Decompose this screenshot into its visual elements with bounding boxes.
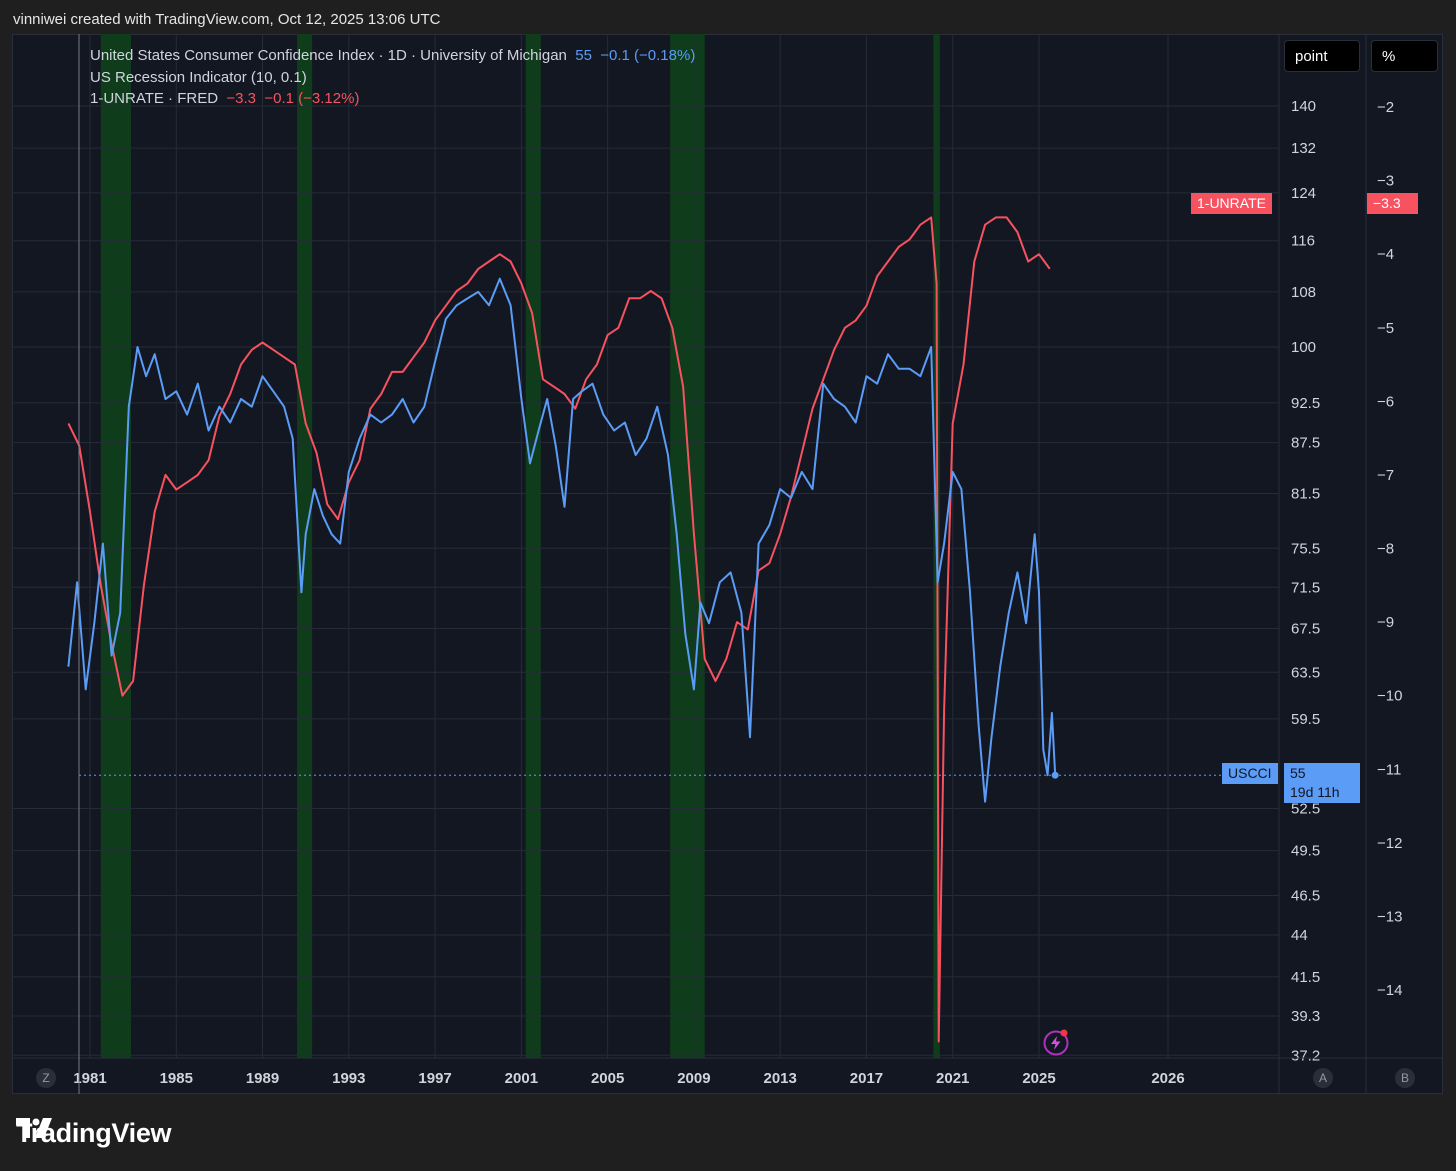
unrate-name-badge: 1-UNRATE	[1191, 193, 1272, 214]
left-axis-tick-13: 59.5	[1291, 711, 1320, 728]
left-axis-tick-2: 124	[1291, 185, 1316, 202]
unrate-value-badge: −3.3	[1367, 193, 1418, 214]
time-axis-tick-12: 2026	[1151, 1070, 1184, 1087]
right-axis-tick-7: −9	[1377, 614, 1394, 631]
legend-uscci-label: United States Consumer Confidence Index …	[90, 47, 567, 64]
legend-unrate-label: 1-UNRATE · FRED	[90, 90, 219, 107]
time-axis-tick-7: 2009	[677, 1070, 710, 1087]
recession-band-3	[670, 34, 705, 1058]
left-axis-tick-0: 140	[1291, 98, 1316, 115]
auto-scale-b-button[interactable]: B	[1395, 1068, 1415, 1088]
tradingview-brand[interactable]: TradingView	[16, 1116, 172, 1150]
right-axis-tick-10: −12	[1377, 835, 1402, 852]
right-scale-unit-button[interactable]: %	[1371, 40, 1438, 72]
right-axis-tick-11: −13	[1377, 908, 1402, 925]
time-axis-tick-2: 1989	[246, 1070, 279, 1087]
right-axis-tick-4: −6	[1377, 393, 1394, 410]
time-axis-tick-0: 1981	[73, 1070, 106, 1087]
recession-band-0	[100, 34, 131, 1058]
left-axis-tick-15: 49.5	[1291, 843, 1320, 860]
legend-uscci-change: −0.1 (−0.18%)	[600, 47, 696, 64]
right-axis-tick-6: −8	[1377, 541, 1394, 558]
right-axis-tick-5: −7	[1377, 467, 1394, 484]
time-axis-tick-4: 1997	[418, 1070, 451, 1087]
left-axis-tick-5: 100	[1291, 339, 1316, 356]
right-axis-tick-12: −14	[1377, 982, 1402, 999]
time-axis-tick-9: 2017	[850, 1070, 883, 1087]
time-axis-tick-5: 2001	[505, 1070, 538, 1087]
right-axis-tick-3: −5	[1377, 320, 1394, 337]
left-scale-unit-button[interactable]: point	[1284, 40, 1360, 72]
right-percent-axis: −2 −3 −4 −5 −6 −7 −8 −9 −10 −11 −12 −13 −14	[1377, 99, 1402, 999]
recession-bands	[100, 34, 940, 1058]
gridlines	[12, 34, 1279, 1058]
left-axis-tick-20: 37.2	[1291, 1047, 1320, 1064]
uscci-value-badge: 55 19d 11h	[1284, 763, 1360, 803]
uscci-name-badge: USCCI	[1222, 763, 1278, 784]
legend-unrate-change: −0.1 (−3.12%)	[264, 90, 360, 107]
left-axis-tick-19: 39.3	[1291, 1008, 1320, 1025]
time-axis-tick-6: 2005	[591, 1070, 624, 1087]
left-axis-tick-6: 92.5	[1291, 395, 1320, 412]
auto-scale-a-button[interactable]: A	[1313, 1068, 1333, 1088]
left-axis-tick-14: 52.5	[1291, 801, 1320, 818]
series-line-uscci	[67, 277, 1057, 803]
left-axis-tick-7: 87.5	[1291, 435, 1320, 452]
uscci-value-text: 55	[1290, 765, 1306, 781]
left-axis-tick-3: 116	[1291, 233, 1315, 250]
left-axis-tick-9: 75.5	[1291, 540, 1320, 557]
legend-row-uscci: United States Consumer Confidence Index …	[90, 45, 695, 67]
left-axis-tick-11: 67.5	[1291, 621, 1320, 638]
right-axis-tick-0: −2	[1377, 99, 1394, 116]
lightning-alert-icon[interactable]	[1041, 1028, 1071, 1058]
left-axis-tick-4: 108	[1291, 284, 1316, 301]
legend-row-unrate: 1-UNRATE · FRED −3.3 −0.1 (−3.12%)	[90, 88, 695, 110]
legend-row-recession: US Recession Indicator (10, 0.1)	[90, 67, 695, 89]
legend-uscci-value: 55	[575, 47, 592, 64]
left-price-axis: 140 132 124 116 108 100 92.5 87.5 81.5 75.5 71.5 67…	[1291, 98, 1320, 1064]
legend-recession-label: US Recession Indicator (10, 0.1)	[90, 68, 307, 86]
chart-caption: vinniwei created with TradingView.com, O…	[13, 11, 441, 28]
legend-unrate-value: −3.3	[226, 90, 257, 107]
left-axis-tick-18: 41.5	[1291, 969, 1320, 986]
time-axis-tick-10: 2021	[936, 1070, 969, 1087]
right-axis-tick-9: −11	[1377, 761, 1401, 778]
left-axis-tick-12: 63.5	[1291, 664, 1320, 681]
last-value-dot	[1051, 771, 1059, 779]
recession-band-2	[525, 34, 541, 1058]
time-axis-tick-1: 1985	[160, 1070, 193, 1087]
right-axis-tick-8: −10	[1377, 688, 1402, 705]
left-axis-tick-10: 71.5	[1291, 579, 1320, 596]
left-axis-tick-8: 81.5	[1291, 486, 1320, 503]
time-axis-tick-8: 2013	[763, 1070, 796, 1087]
zoom-reset-button[interactable]: Z	[36, 1068, 56, 1088]
tradingview-logo-icon	[16, 1118, 52, 1138]
chart-legend: United States Consumer Confidence Index …	[90, 45, 695, 110]
time-axis-tick-11: 2025	[1022, 1070, 1055, 1087]
right-axis-tick-2: −4	[1377, 246, 1394, 263]
left-axis-tick-17: 44	[1291, 927, 1308, 944]
left-axis-tick-16: 46.5	[1291, 887, 1320, 904]
right-axis-tick-1: −3	[1377, 173, 1394, 190]
uscci-countdown-text: 19d 11h	[1290, 784, 1340, 800]
time-axis: 1981 1985 1989 1993 1997 2001 2005 2009 2013 2017…	[73, 1070, 1184, 1087]
left-axis-tick-1: 132	[1291, 140, 1316, 157]
time-axis-tick-3: 1993	[332, 1070, 365, 1087]
series-line-unrate	[67, 216, 1051, 1043]
